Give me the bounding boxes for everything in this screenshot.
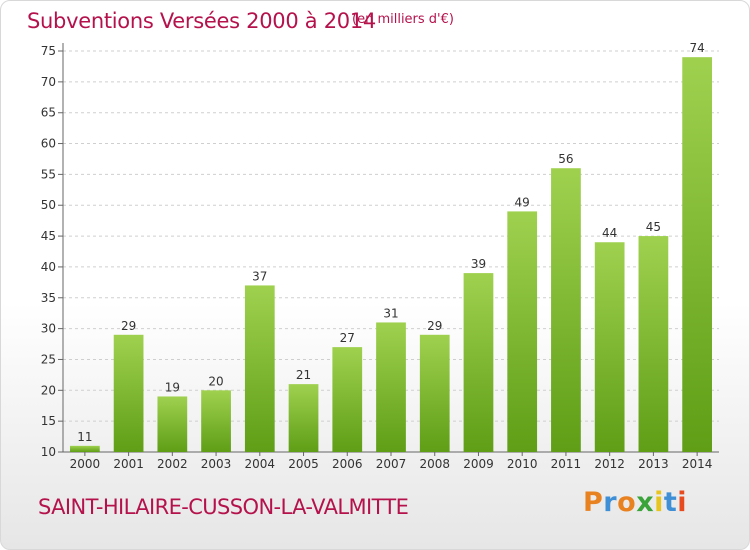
xtick-label: 2011 bbox=[551, 457, 582, 471]
data-label-2001: 29 bbox=[121, 319, 136, 333]
xtick-label: 2006 bbox=[332, 457, 363, 471]
data-label-2010: 49 bbox=[515, 195, 530, 209]
data-label-2013: 45 bbox=[646, 220, 661, 234]
bar-2003 bbox=[201, 390, 231, 452]
ytick-label: 30 bbox=[41, 322, 56, 336]
xtick-label: 2004 bbox=[245, 457, 276, 471]
data-label-2002: 19 bbox=[165, 380, 180, 394]
logo-letter: o bbox=[617, 487, 637, 518]
data-label-2008: 29 bbox=[427, 319, 442, 333]
data-label-2004: 37 bbox=[252, 269, 267, 283]
bar-2012 bbox=[594, 242, 625, 452]
ytick-label: 35 bbox=[41, 291, 56, 305]
xtick-label: 2003 bbox=[201, 457, 232, 471]
xtick-label: 2007 bbox=[376, 457, 407, 471]
city-name: SAINT-HILAIRE-CUSSON-LA-VALMITTE bbox=[38, 495, 409, 519]
bar-2009 bbox=[463, 273, 494, 452]
logo-letter: t bbox=[663, 487, 678, 518]
logo-letter: x bbox=[636, 487, 655, 518]
data-label-2005: 21 bbox=[296, 368, 311, 382]
xtick-label: 2010 bbox=[507, 457, 538, 471]
axes: 10 15 20 25 30 35 40 45 50 55 60 65 70 75 2000 2001 2002… bbox=[41, 43, 719, 471]
chart-title: Subventions Versées 2000 à 2014 bbox=[27, 9, 376, 33]
proxiti-logo[interactable]: Proxiti bbox=[583, 487, 687, 518]
ytick-label: 40 bbox=[41, 260, 56, 274]
bars bbox=[69, 57, 713, 453]
ytick-label: 55 bbox=[41, 167, 56, 181]
bar-2001 bbox=[113, 334, 144, 452]
data-label-2009: 39 bbox=[471, 257, 486, 271]
ytick-label: 70 bbox=[41, 75, 56, 89]
bar-chart: 10 15 20 25 30 35 40 45 50 55 60 65 70 75 2000 2001 2002… bbox=[41, 41, 719, 471]
ytick-label: 20 bbox=[41, 383, 56, 397]
ytick-label: 45 bbox=[41, 229, 56, 243]
xtick-label: 2008 bbox=[419, 457, 450, 471]
bar-2010 bbox=[507, 211, 538, 452]
logo-letter: i bbox=[654, 487, 664, 518]
bar-2004 bbox=[244, 285, 275, 452]
xtick-label: 2002 bbox=[157, 457, 188, 471]
xtick-label: 2000 bbox=[70, 457, 101, 471]
bar-2006 bbox=[332, 347, 363, 452]
data-label-2011: 56 bbox=[558, 152, 573, 166]
xtick-label: 2012 bbox=[594, 457, 625, 471]
ytick-label: 65 bbox=[41, 106, 56, 120]
data-label-2012: 44 bbox=[602, 226, 617, 240]
xtick-label: 2001 bbox=[113, 457, 144, 471]
logo-letter: P bbox=[583, 487, 604, 518]
chart-subtitle: (en milliers d'€) bbox=[352, 12, 454, 27]
xtick-label: 2013 bbox=[638, 457, 669, 471]
ytick-label: 15 bbox=[41, 414, 56, 428]
ytick-label: 75 bbox=[41, 44, 56, 58]
data-label-2000: 11 bbox=[77, 430, 92, 444]
bar-2007 bbox=[376, 322, 406, 452]
bar-2011 bbox=[551, 168, 581, 452]
ytick-label: 10 bbox=[41, 445, 56, 459]
bar-2002 bbox=[157, 396, 188, 452]
bar-2000 bbox=[69, 445, 100, 452]
bar-2014 bbox=[682, 57, 713, 453]
data-label-2014: 74 bbox=[689, 41, 704, 55]
data-label-2006: 27 bbox=[340, 331, 355, 345]
xtick-label: 2005 bbox=[288, 457, 319, 471]
ytick-label: 60 bbox=[41, 137, 56, 151]
logo-letter: r bbox=[603, 487, 618, 518]
xtick-label: 2009 bbox=[463, 457, 494, 471]
bar-2013 bbox=[638, 236, 669, 452]
ytick-label: 25 bbox=[41, 352, 56, 366]
data-label-2007: 31 bbox=[383, 306, 398, 320]
data-labels: 11 29 19 20 37 21 27 31 29 39 49 56 44 45 74 bbox=[77, 41, 705, 444]
bar-2005 bbox=[288, 384, 319, 452]
logo-letter: i bbox=[677, 487, 688, 518]
ytick-label: 50 bbox=[41, 198, 56, 212]
bar-2008 bbox=[419, 334, 450, 452]
xtick-label: 2014 bbox=[682, 457, 713, 471]
data-label-2003: 20 bbox=[208, 374, 223, 388]
